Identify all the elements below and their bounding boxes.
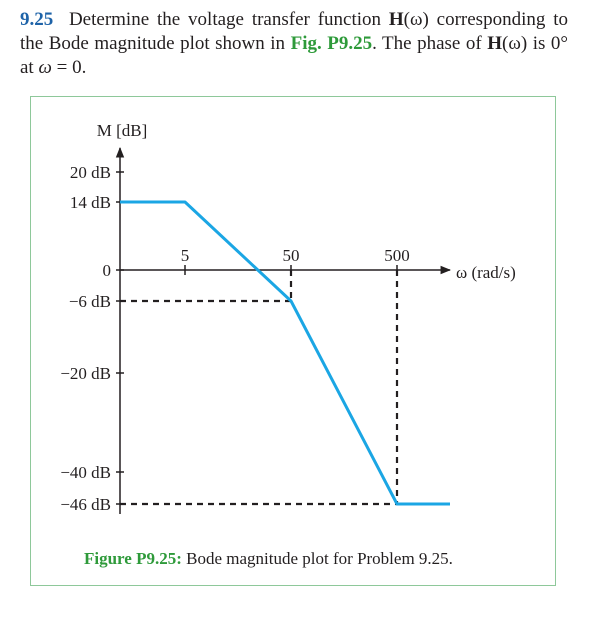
reference-lines — [120, 270, 399, 506]
transfer-function-symbol: H — [388, 9, 404, 30]
figure-caption: Figure P9.25: Bode magnitude plot for Pr… — [84, 549, 453, 569]
y-tick-label-3: −6 dB — [69, 292, 111, 311]
x-tick-label-1: 50 — [283, 246, 300, 265]
problem-number: 9.25 — [20, 9, 54, 30]
x-axis-label: ω (rad/s) — [456, 263, 516, 282]
figure-reference-link[interactable]: Fig. P9.25 — [290, 33, 373, 54]
problem-statement: 9.25 Determine the voltage transfer func… — [20, 8, 568, 80]
y-axis-ticks: 20 dB 14 dB 0 −6 dB −20 dB −40 dB −46 dB — [60, 163, 124, 514]
x-axis-ticks: 5 50 500 — [181, 246, 410, 275]
y-tick-label-0: 20 dB — [70, 163, 111, 182]
x-tick-label-0: 5 — [181, 246, 190, 265]
transfer-function-symbol-2: H — [487, 33, 502, 54]
omega-argument: (ω) — [403, 9, 429, 30]
y-tick-label-2: 0 — [103, 261, 112, 280]
omega-argument-2: (ω) — [502, 33, 528, 54]
y-axis-label: M [dB] — [97, 121, 148, 140]
caption-text: Bode magnitude plot for Problem 9.25. — [181, 549, 453, 568]
problem-text-3: . The phase of — [372, 33, 488, 54]
figure-frame — [30, 96, 556, 586]
y-tick-label-6: −46 dB — [60, 495, 111, 514]
y-tick-label-4: −20 dB — [60, 364, 111, 383]
problem-text-1: Determine the voltage transfer function — [68, 9, 389, 30]
y-tick-label-5: −40 dB — [60, 463, 111, 482]
caption-label: Figure P9.25: — [84, 549, 182, 568]
problem-text-5: = 0. — [51, 57, 87, 78]
x-tick-label-2: 500 — [384, 246, 410, 265]
series-group — [120, 200, 450, 506]
magnitude-curve-0 — [120, 200, 450, 506]
problem-text-2: corresponding to the Bode magnitude plot… — [20, 9, 568, 54]
problem-text-4: is 0° at — [20, 33, 568, 78]
omega-symbol: ω — [38, 57, 52, 78]
y-tick-label-1: 14 dB — [70, 193, 111, 212]
